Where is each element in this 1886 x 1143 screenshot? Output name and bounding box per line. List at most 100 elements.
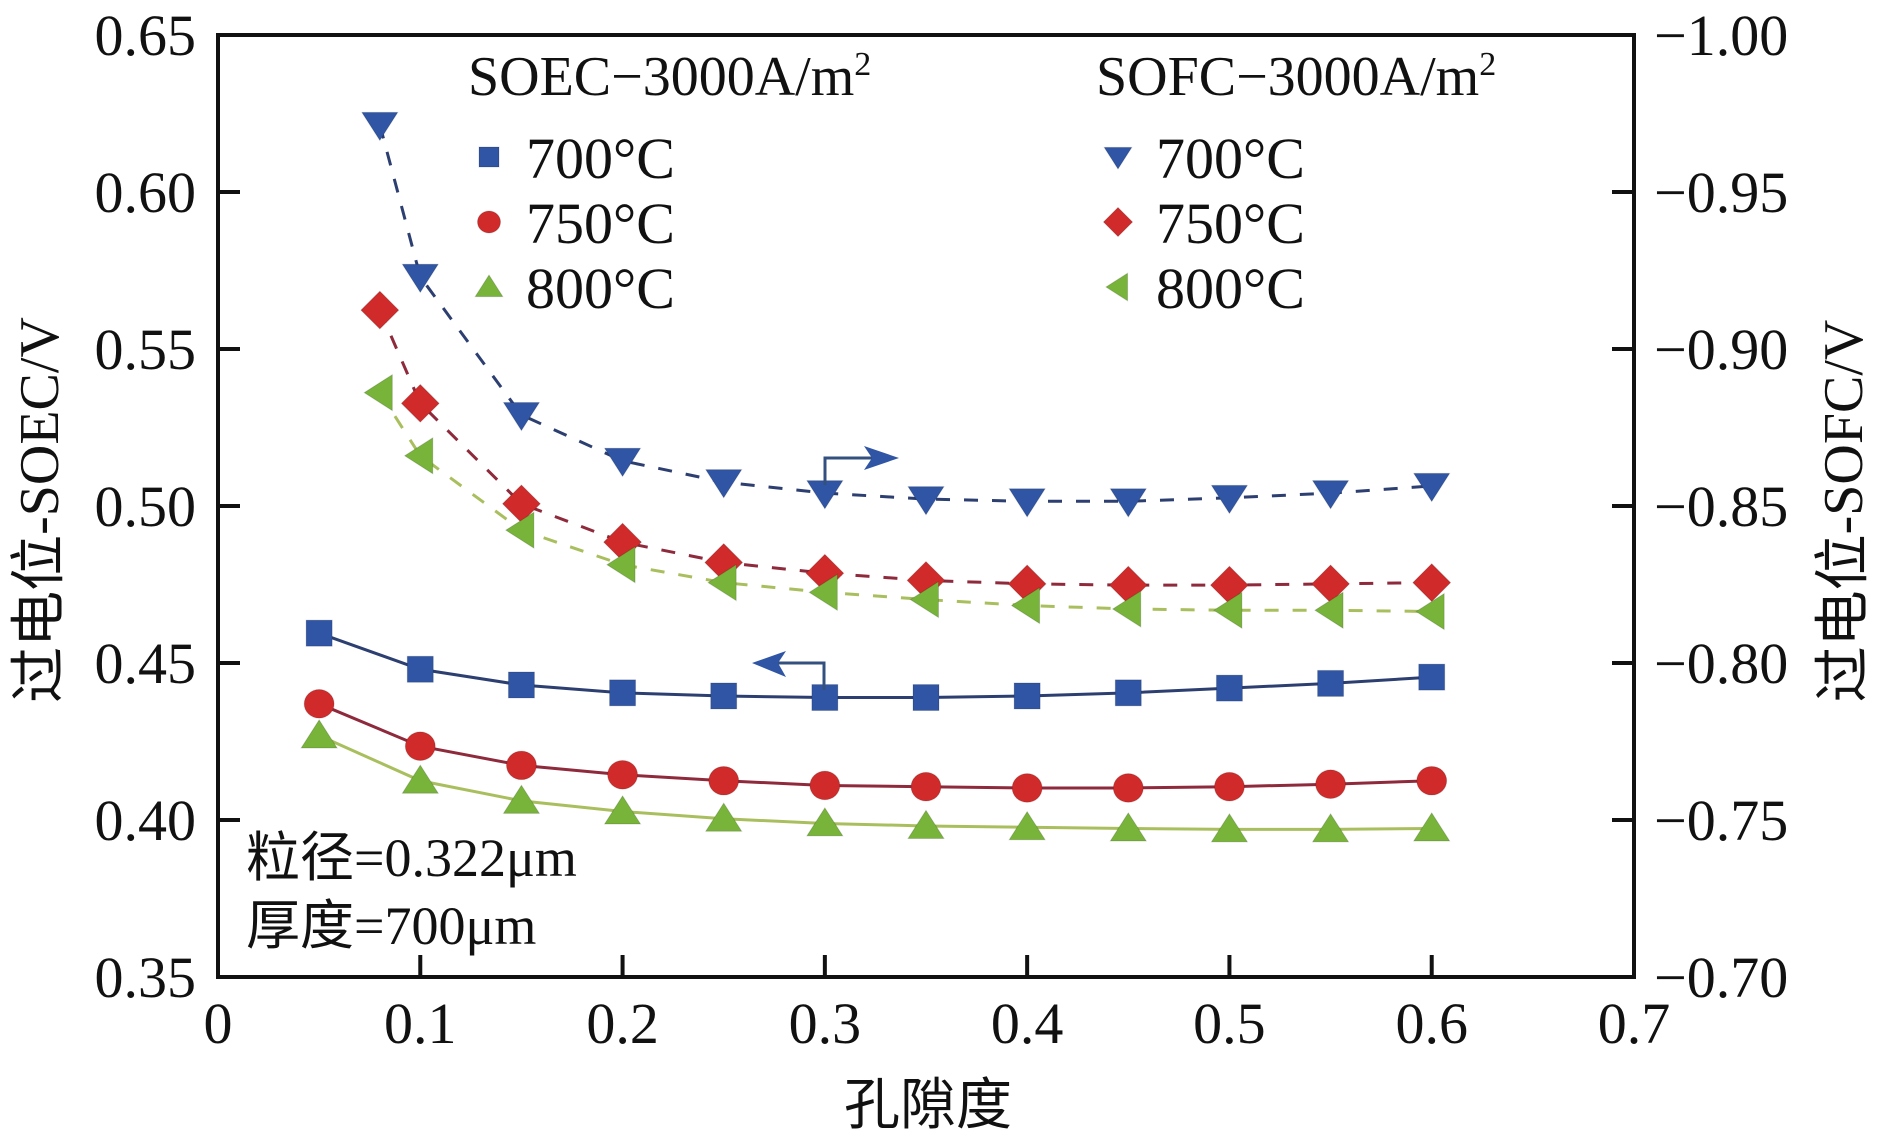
- data-point: [907, 809, 945, 839]
- y-left-tick-label: 0.40: [95, 788, 197, 853]
- y-left-tick-label: 0.35: [95, 945, 197, 1010]
- legend-marker: [478, 146, 500, 168]
- y-left-tick-label: 0.50: [95, 474, 197, 539]
- series-line-sofc-700-c: [378, 124, 1432, 503]
- data-point: [1315, 769, 1347, 800]
- data-point: [507, 671, 535, 699]
- data-point: [809, 770, 841, 801]
- y-right-tick-label: −0.85: [1654, 474, 1788, 539]
- series-soec-750-c: [303, 689, 1448, 803]
- legend-marker: [1103, 146, 1133, 170]
- legend-marker: [474, 274, 504, 298]
- data-point: [1311, 480, 1350, 510]
- data-point: [603, 447, 642, 478]
- data-point: [1412, 563, 1452, 603]
- data-point: [363, 373, 393, 412]
- data-point: [1317, 669, 1345, 697]
- data-point: [401, 263, 440, 294]
- series-line-sofc-750-c: [378, 309, 1432, 587]
- data-point: [1008, 810, 1046, 841]
- y-left-tick-label: 0.55: [95, 317, 197, 382]
- series-line-soec-700-c: [318, 631, 1432, 700]
- axes: 0 0.1 0.2 0.3 0.4 0.5 0.6 0.7 0.35 0.40 0.45 0.50 0.…: [95, 3, 1789, 1056]
- data-point: [303, 689, 335, 719]
- data-point: [502, 401, 541, 432]
- series-line-soec-800-c: [318, 734, 1432, 831]
- legend-title: SOFC−3000A/m2: [1096, 46, 1496, 108]
- x-tick-label: 0.2: [586, 991, 659, 1056]
- x-tick-label: 0.7: [1598, 991, 1671, 1056]
- y-right-tick-label: −0.70: [1654, 945, 1788, 1010]
- legend: SOEC−3000A/m2700°C750°C800°CSOFC−3000A/m…: [468, 46, 1496, 321]
- data-point: [360, 111, 399, 142]
- data-point: [305, 619, 333, 647]
- data-point: [1109, 488, 1148, 518]
- x-tick-label: 0.1: [384, 991, 457, 1056]
- data-point: [1112, 773, 1144, 803]
- data-point: [1418, 663, 1446, 691]
- series-soec-700-c: [305, 619, 1446, 712]
- y-right-tick-label: −1.00: [1654, 3, 1788, 68]
- legend-label: 700°C: [1156, 126, 1305, 191]
- data-point: [912, 684, 940, 712]
- data-point: [1311, 564, 1351, 604]
- legend-title-superscript: 2: [1479, 46, 1496, 83]
- data-point: [406, 655, 434, 683]
- data-point: [1210, 484, 1249, 515]
- data-point: [909, 580, 939, 619]
- legend-title: SOEC−3000A/m2: [468, 46, 871, 108]
- data-point: [907, 486, 945, 516]
- series-line-soec-750-c: [318, 702, 1432, 790]
- legend-label: 750°C: [526, 191, 675, 256]
- data-point: [1213, 771, 1245, 802]
- arrow-right-icon: [864, 446, 899, 470]
- y-right-tick-label: −0.80: [1654, 631, 1788, 696]
- annotation-thickness: 厚度=700μm: [246, 896, 536, 956]
- data-point: [607, 759, 639, 790]
- annotations: 粒径=0.322μm 厚度=700μm: [246, 446, 899, 956]
- data-point: [1212, 591, 1243, 630]
- legend-title-superscript: 2: [854, 46, 871, 83]
- data-point: [1412, 472, 1451, 503]
- data-point: [1415, 592, 1445, 631]
- legend-label: 700°C: [526, 126, 675, 191]
- legend-label: 750°C: [1156, 191, 1305, 256]
- data-point: [401, 764, 440, 794]
- data-point: [1109, 811, 1148, 842]
- data-point: [708, 765, 740, 796]
- x-tick-label: 0: [204, 991, 233, 1056]
- legend-marker: [477, 210, 501, 234]
- x-tick-label: 0.5: [1193, 991, 1266, 1056]
- data-point: [1412, 811, 1451, 842]
- series-soec-800-c: [300, 719, 1451, 843]
- data-point: [603, 794, 642, 825]
- data-point: [1111, 590, 1142, 628]
- series-sofc-800-c: [363, 373, 1445, 631]
- arrow-left-axis-line: [775, 661, 826, 690]
- y-right-tick-label: −0.90: [1654, 317, 1788, 382]
- data-point: [910, 771, 942, 802]
- x-tick-label: 0.4: [991, 991, 1064, 1056]
- data-point: [1114, 679, 1142, 707]
- y-left-tick-label: 0.45: [95, 631, 197, 696]
- legend-marker: [1102, 206, 1134, 238]
- data-point: [808, 573, 838, 612]
- x-tick-label: 0.3: [789, 991, 862, 1056]
- legend-label: 800°C: [526, 256, 675, 321]
- legend-label: 800°C: [1156, 256, 1305, 321]
- data-point: [1311, 812, 1350, 843]
- y-left-tick-label: 0.65: [95, 3, 197, 68]
- data-point: [505, 750, 537, 781]
- x-axis-label: 孔隙度: [844, 1075, 1012, 1137]
- data-point: [1010, 586, 1041, 625]
- data-point: [1108, 565, 1148, 605]
- data-point: [1209, 565, 1249, 605]
- data-point: [1011, 773, 1043, 803]
- data-point: [609, 679, 637, 707]
- data-point: [504, 511, 535, 550]
- data-point: [1008, 488, 1046, 518]
- data-point: [1013, 682, 1041, 710]
